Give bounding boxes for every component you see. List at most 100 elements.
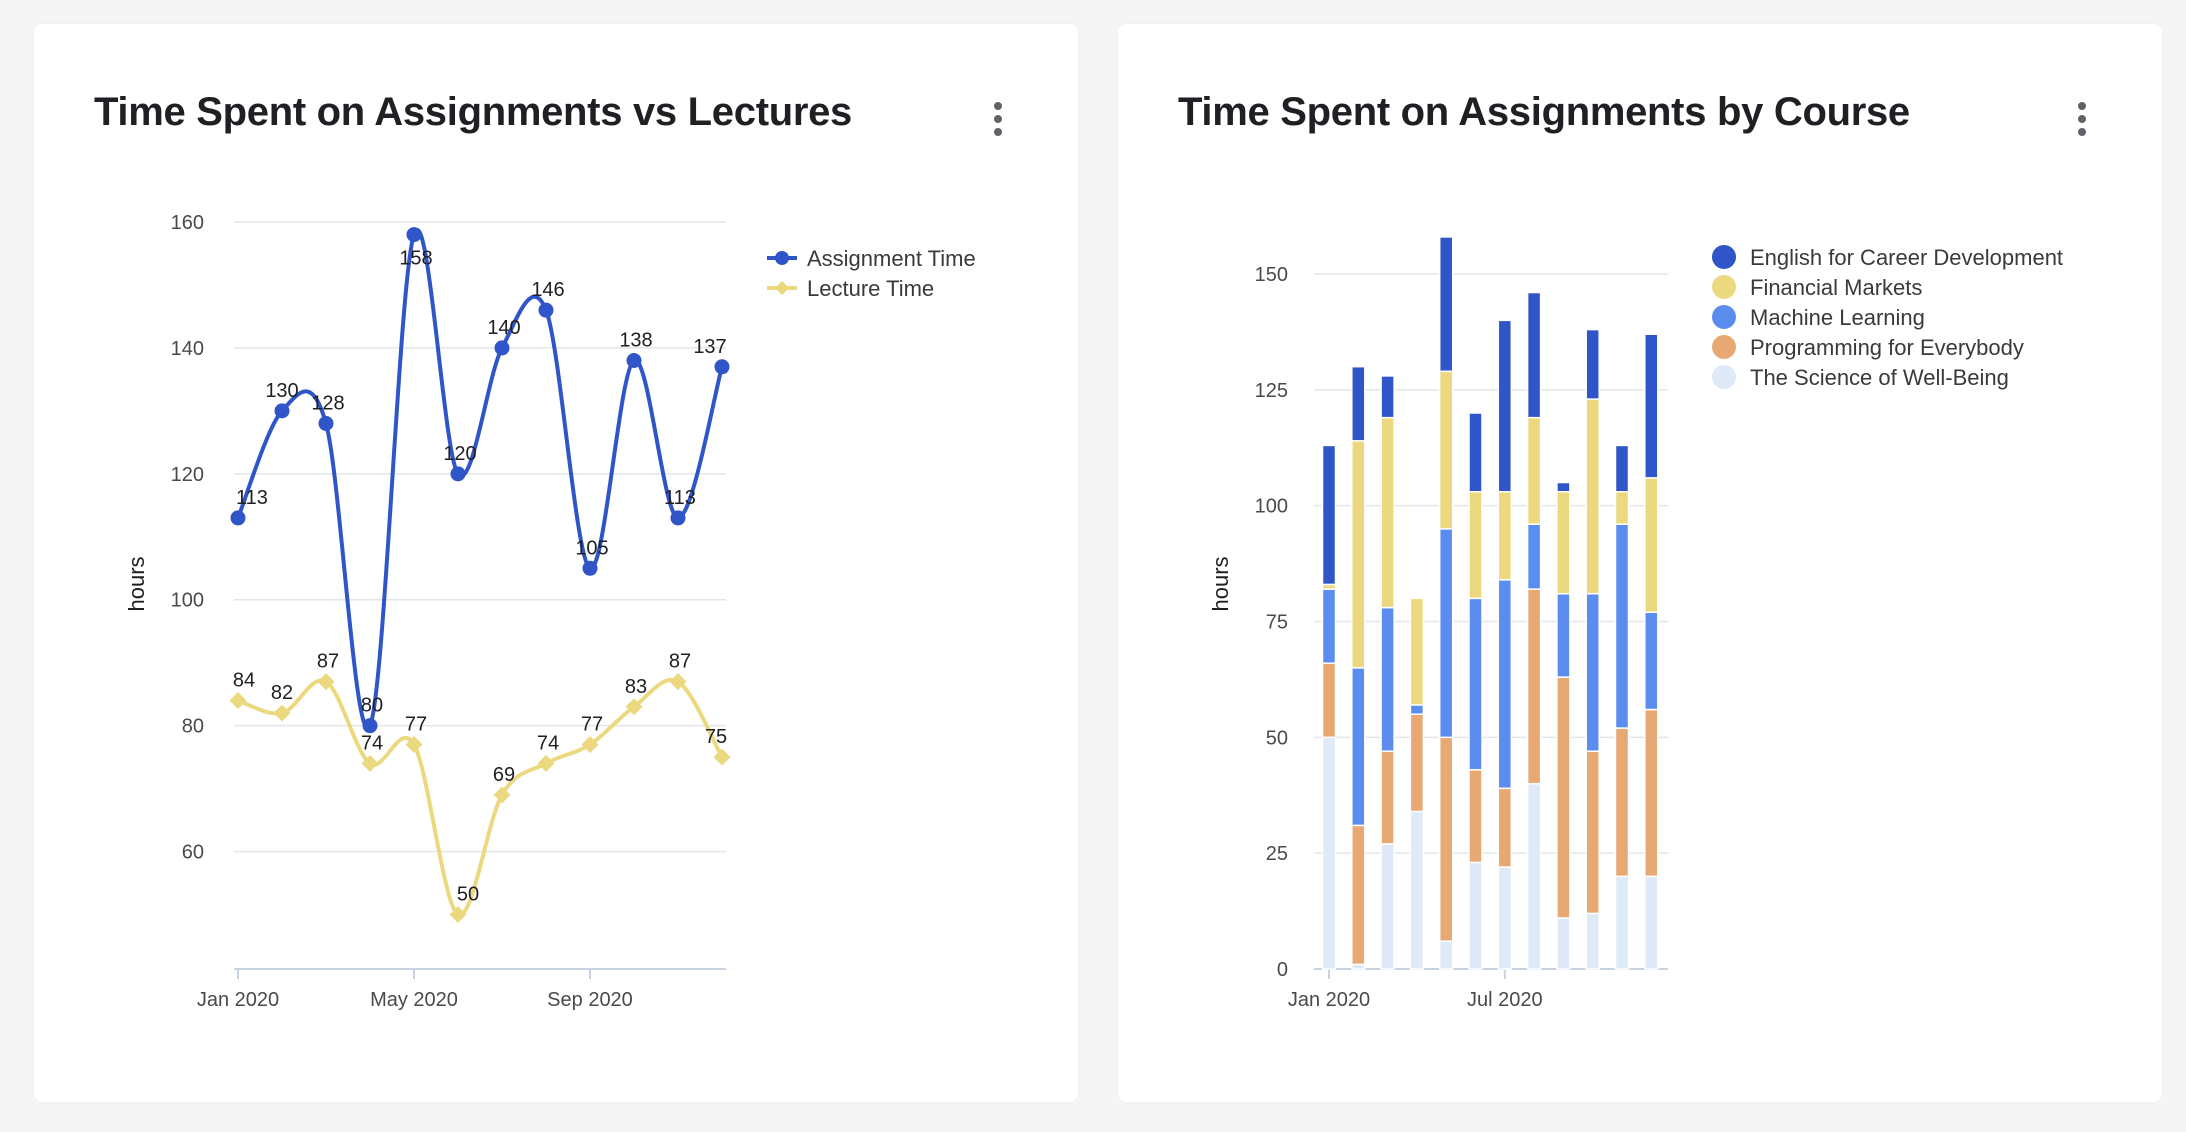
data-point: [494, 340, 510, 356]
x-tick-label: May 2020: [370, 989, 458, 1011]
y-tick-label: 140: [171, 338, 204, 360]
bar-segment: [1614, 491, 1630, 525]
x-tick-label: Jan 2020: [1288, 989, 1370, 1011]
line-chart: 60 80 100 120 140 160 Jan 2020 May 2020 Sep 2020…: [124, 212, 976, 1011]
bar-segment: [1380, 416, 1395, 609]
bar-segment: [1556, 481, 1571, 493]
data-point: [449, 906, 467, 924]
legend-label: English for Career Development: [1750, 245, 2063, 270]
data-point: [317, 673, 335, 691]
menu-dot: [2078, 115, 2086, 123]
bar-segment: [1614, 727, 1630, 878]
stacked-bar-chart: 0 25 50 75 100 125 150 Jan 2020 Jul 2020 hours Eng…: [1208, 236, 2063, 1011]
data-point: [406, 227, 422, 243]
bar-segment: [1556, 917, 1571, 970]
bar-segment: [1438, 940, 1454, 970]
data-point: [670, 510, 686, 526]
bar-segment: [1526, 782, 1542, 970]
bar-segment: [1644, 477, 1659, 613]
bar-segment: [1321, 662, 1337, 739]
menu-dot: [994, 115, 1002, 123]
bar-segment: [1556, 592, 1571, 678]
y-tick-label: 80: [182, 716, 204, 738]
more-vert-icon[interactable]: [990, 100, 1006, 140]
chart-title: Time Spent on Assignments by Course: [1178, 90, 1910, 134]
data-point: [581, 736, 599, 754]
y-tick-label: 75: [1266, 612, 1288, 634]
menu-dot: [994, 128, 1002, 136]
bar-segment: [1351, 440, 1366, 669]
bar-segment: [1380, 375, 1395, 419]
bar-segment: [1585, 750, 1600, 915]
bar-segment: [1380, 843, 1395, 970]
bar-segment: [1526, 416, 1542, 525]
data-point: [493, 786, 511, 804]
bar-segment: [1468, 597, 1483, 771]
bar-segment: [1644, 611, 1659, 711]
bar-segment: [1497, 787, 1513, 868]
menu-dot: [994, 102, 1002, 110]
data-point: [582, 560, 598, 576]
data-label: 77: [581, 714, 603, 736]
data-label: 82: [271, 682, 293, 704]
more-vert-icon[interactable]: [2074, 100, 2090, 140]
bar-segment: [1321, 736, 1337, 970]
menu-dot: [2078, 128, 2086, 136]
bar-segment: [1614, 875, 1630, 970]
bar-segment: [1468, 769, 1483, 864]
bar-segment: [1351, 824, 1366, 966]
data-point: [273, 704, 291, 722]
x-tick-label: Sep 2020: [547, 989, 633, 1011]
bar-segment: [1614, 444, 1630, 493]
legend-label: The Science of Well-Being: [1750, 365, 2009, 390]
data-label: 80: [361, 695, 383, 717]
data-point: [361, 754, 379, 772]
bar-segment: [1409, 810, 1425, 970]
data-point: [714, 359, 730, 375]
data-label: 128: [311, 392, 344, 414]
data-point: [669, 673, 687, 691]
y-tick-label: 0: [1277, 959, 1288, 981]
legend-label: Programming for Everybody: [1750, 335, 2024, 360]
line-chart-card: Time Spent on Assignments vs Lectures 60…: [34, 24, 1078, 1102]
bar-segment: [1585, 328, 1600, 400]
y-tick-label: 60: [182, 842, 204, 864]
data-point: [626, 353, 642, 369]
data-point: [713, 748, 731, 766]
data-label: 158: [399, 248, 432, 270]
bar-segment: [1351, 667, 1366, 827]
x-tick-label: Jan 2020: [197, 989, 279, 1011]
data-label: 69: [493, 764, 515, 786]
legend-label: Assignment Time: [807, 246, 976, 271]
y-axis-title: hours: [124, 556, 149, 611]
bar-segment: [1409, 713, 1425, 813]
legend-swatch: [1712, 275, 1736, 299]
y-tick-label: 25: [1266, 843, 1288, 865]
bar-segment: [1497, 491, 1513, 581]
bar-segment: [1556, 676, 1571, 919]
data-point: [538, 302, 554, 318]
data-point: [537, 754, 555, 772]
bar-segment: [1380, 750, 1395, 845]
data-label: 87: [669, 651, 691, 673]
data-label: 50: [457, 884, 479, 906]
x-tick-label: Jul 2020: [1467, 989, 1543, 1011]
data-point: [274, 403, 290, 419]
legend-swatch: [1712, 305, 1736, 329]
chart-title: Time Spent on Assignments vs Lectures: [94, 90, 853, 134]
bar-segment: [1526, 523, 1542, 590]
bar-segment: [1644, 333, 1659, 479]
y-tick-label: 150: [1255, 264, 1288, 286]
data-label: 83: [625, 676, 647, 698]
y-tick-label: 125: [1255, 380, 1288, 402]
data-label: 74: [537, 732, 559, 754]
y-tick-label: 50: [1266, 727, 1288, 749]
bar-segment: [1644, 708, 1659, 878]
series-line: [236, 228, 724, 731]
bar-segment: [1614, 523, 1630, 729]
bar-segment: [1526, 588, 1542, 785]
y-tick-label: 120: [171, 464, 204, 486]
bar-segment: [1351, 365, 1366, 442]
data-label: 113: [236, 487, 268, 509]
legend-marker: [775, 251, 789, 265]
